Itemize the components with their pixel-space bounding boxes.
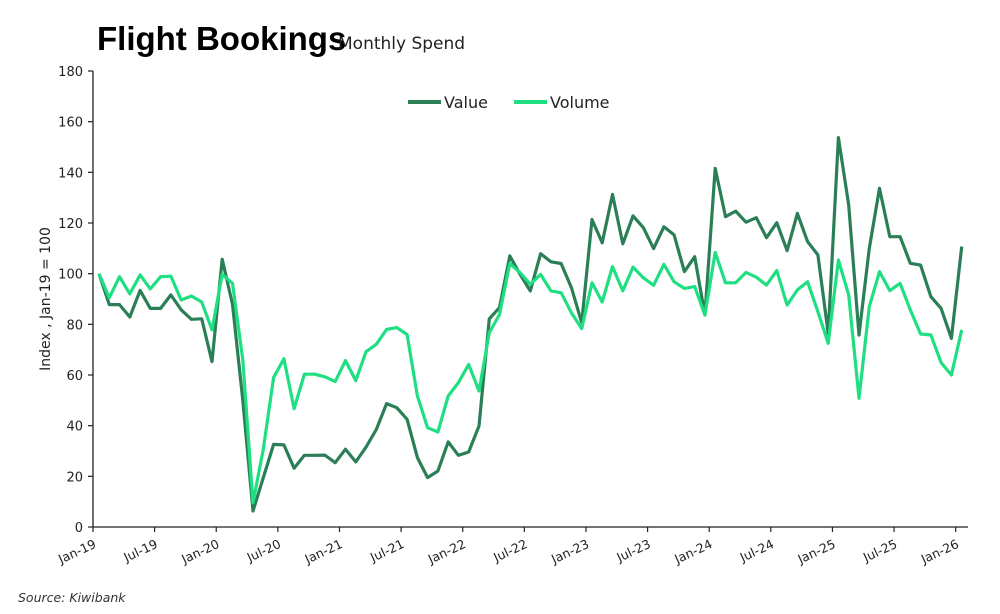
x-tick-label: Jul-21: [367, 536, 406, 565]
y-tick-label: 140: [58, 166, 83, 181]
x-tick-label: Jan-21: [302, 536, 345, 567]
y-tick-label: 20: [66, 470, 83, 485]
legend-label-volume: Volume: [550, 93, 610, 112]
y-axis-label: Index , Jan-19 = 100: [38, 227, 54, 371]
y-tick-label: 60: [66, 369, 83, 384]
source-note: Source: Kiwibank: [18, 590, 126, 605]
y-tick-label: 160: [58, 116, 83, 131]
y-tick-label: 100: [58, 268, 83, 283]
x-tick-label: Jan-24: [671, 536, 714, 567]
x-tick-label: Jan-25: [794, 536, 837, 567]
x-tick-label: Jul-20: [244, 536, 283, 565]
y-tick-label: 80: [66, 318, 83, 333]
legend-label-value: Value: [444, 93, 488, 112]
x-tick-label: Jan-20: [178, 536, 221, 567]
y-tick-label: 40: [66, 420, 83, 435]
legend: Value Volume: [408, 93, 610, 112]
x-tick-label: Jul-25: [860, 536, 899, 565]
x-tick-label: Jul-22: [490, 536, 529, 565]
y-tick-label: 120: [58, 217, 83, 232]
chart-subtitle: Monthly Spend: [338, 34, 466, 54]
x-tick-label: Jan-19: [55, 536, 98, 567]
chart-title: Flight Bookings: [97, 20, 347, 57]
x-tick-label: Jul-19: [120, 536, 159, 565]
x-tick-label: Jan-22: [425, 536, 468, 567]
x-tick-label: Jan-23: [548, 536, 591, 567]
y-tick-label: 180: [58, 65, 83, 80]
y-tick-label: 0: [75, 521, 83, 536]
x-tick-label: Jan-26: [918, 536, 961, 567]
series-line-value: [97, 136, 964, 513]
series-line-volume: [97, 250, 964, 505]
x-tick-label: Jul-24: [737, 536, 776, 565]
x-tick-label: Jul-23: [613, 536, 652, 565]
